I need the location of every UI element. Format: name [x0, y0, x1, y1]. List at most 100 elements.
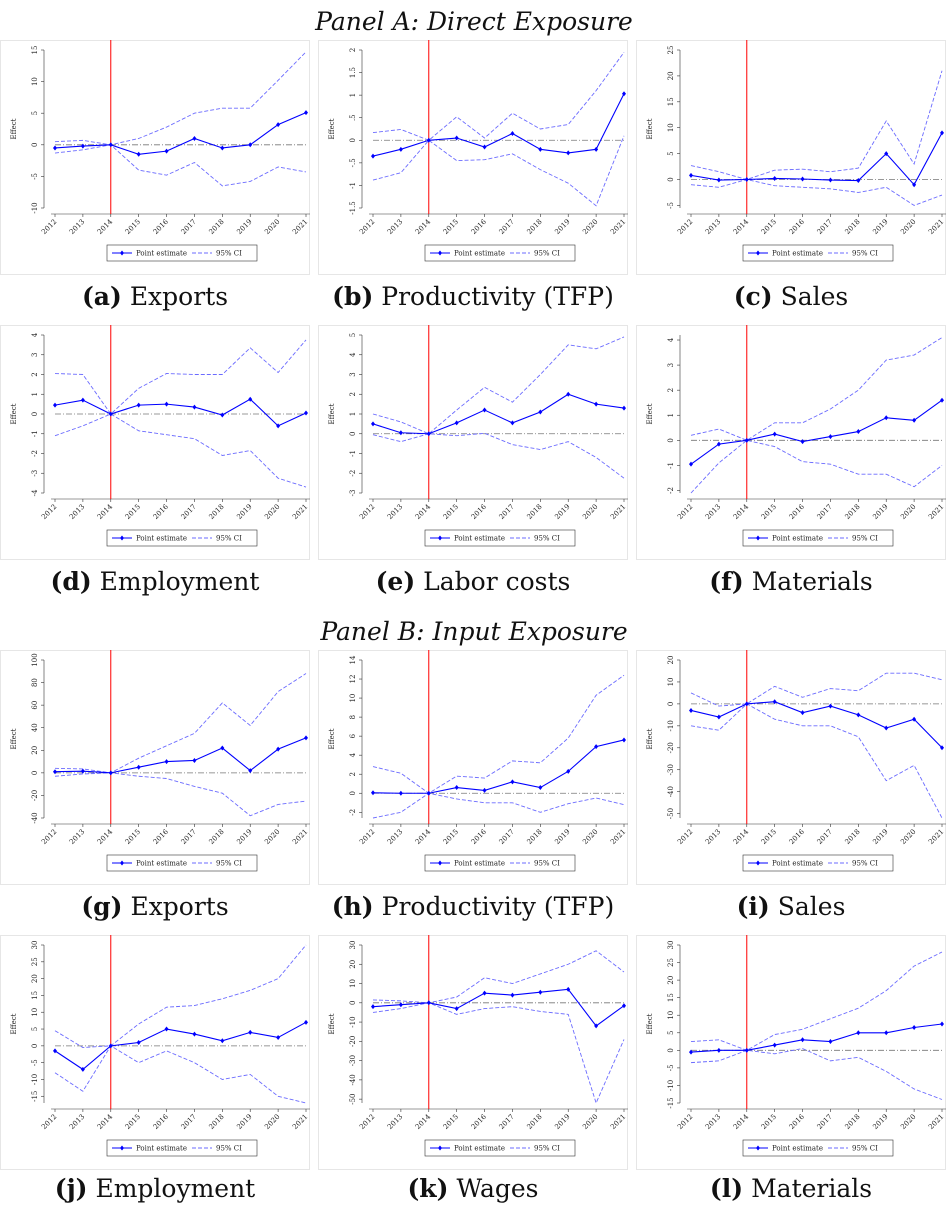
chart-border — [318, 40, 628, 275]
x-tick-label: 2021 — [609, 503, 627, 521]
x-tick-label: 2020 — [263, 1113, 281, 1131]
x-tick-label: 2016 — [152, 217, 171, 236]
caption-label: (a) — [82, 282, 122, 311]
estimate-marker — [510, 131, 515, 137]
estimate-marker — [538, 989, 543, 995]
y-tick-label: 0 — [31, 1044, 39, 1048]
estimate-marker — [482, 787, 487, 793]
estimate-marker — [912, 417, 917, 423]
estimate-marker — [426, 790, 431, 796]
y-tick-label: 3 — [667, 363, 675, 367]
chart-border — [636, 935, 946, 1170]
estimate-line — [54, 398, 307, 427]
y-tick-label: 0 — [349, 791, 357, 795]
legend-box — [106, 529, 258, 547]
caption-label: (f) — [709, 567, 743, 596]
y-tick-label: 10 — [667, 1011, 675, 1020]
legend-swatch — [120, 250, 124, 256]
legend-label: 95% CI — [852, 535, 878, 543]
x-tick-label: 2015 — [124, 1113, 142, 1131]
estimate-line — [690, 701, 943, 749]
y-tick-label: -40 — [349, 1074, 357, 1085]
x-tick-label: 2017 — [816, 218, 834, 236]
y-tick-label: -5 — [667, 1064, 675, 1071]
estimate-marker — [800, 439, 805, 445]
estimate-marker — [482, 144, 487, 150]
estimate-marker — [276, 423, 281, 429]
ci-line — [690, 179, 943, 206]
estimate-marker — [192, 404, 197, 410]
y-tick-label: 0 — [31, 771, 39, 775]
estimate-marker — [398, 430, 403, 436]
y-tick-label: 10 — [349, 979, 357, 988]
estimate-marker — [164, 148, 169, 154]
caption: (c) Sales — [734, 282, 849, 311]
y-tick-label: -10 — [349, 1016, 357, 1027]
legend-label: Point estimate — [454, 535, 505, 543]
estimate-marker — [884, 415, 889, 421]
y-tick-label: 15 — [31, 46, 39, 55]
x-tick-label: 2020 — [899, 503, 917, 521]
x-tick-label: 2014 — [414, 827, 433, 846]
x-tick-label: 2018 — [207, 828, 225, 846]
legend-swatch — [756, 535, 760, 541]
y-tick-label: 40 — [31, 723, 39, 732]
estimate-marker — [884, 725, 889, 731]
ci-line — [690, 672, 943, 707]
ci-line — [54, 944, 307, 1048]
estimate-marker — [538, 785, 543, 791]
chart: Effect -50 -40 -30 -20 -10 0 10 20 30 2012 2013 2014… — [318, 935, 628, 1170]
estimate-marker — [744, 1047, 749, 1053]
y-tick-label: 5 — [349, 333, 357, 337]
x-tick-label: 2019 — [553, 828, 571, 846]
y-tick-label: -10 — [31, 1074, 39, 1085]
x-tick-label: 2015 — [760, 828, 778, 846]
estimate-marker — [426, 137, 431, 143]
x-tick-label: 2016 — [470, 502, 489, 521]
caption: (h) Productivity (TFP) — [332, 892, 614, 921]
x-tick-label: 2017 — [180, 218, 198, 236]
ci-line — [372, 792, 625, 819]
estimate-marker — [53, 402, 57, 408]
estimate-marker — [454, 1006, 459, 1012]
y-tick-label: 1 — [349, 412, 357, 416]
x-tick-label: 2019 — [871, 218, 889, 236]
legend-box — [742, 529, 894, 547]
estimate-line — [372, 988, 625, 1027]
estimate-marker — [594, 401, 599, 407]
caption: (k) Wages — [407, 1174, 538, 1203]
x-tick-label: 2014 — [96, 217, 115, 236]
y-tick-label: 2 — [31, 372, 39, 376]
estimate-marker — [772, 699, 777, 705]
estimate-line — [372, 393, 625, 435]
y-tick-label: 2 — [667, 388, 675, 392]
x-tick-label: 2013 — [68, 503, 86, 521]
chart-border — [0, 325, 310, 560]
ci-line — [690, 951, 943, 1051]
x-tick-label: 2021 — [609, 1113, 627, 1131]
y-tick-label: -1 — [349, 182, 357, 189]
estimate-marker — [398, 1002, 403, 1008]
estimate-line — [690, 1023, 943, 1053]
x-tick-label: 2017 — [816, 1113, 834, 1131]
y-tick-label: -50 — [349, 1094, 357, 1105]
y-tick-label: 30 — [31, 941, 39, 950]
y-tick-label: -5 — [667, 202, 675, 209]
x-tick-label: 2018 — [207, 218, 225, 236]
caption: (l) Materials — [710, 1174, 872, 1203]
y-tick-label: .5 — [349, 114, 357, 121]
y-tick-label: 0 — [349, 1001, 357, 1005]
estimate-line — [372, 739, 625, 794]
ci-line — [372, 432, 625, 479]
y-tick-label: 5 — [667, 1031, 675, 1035]
estimate-marker — [136, 402, 141, 408]
x-tick-label: 2017 — [180, 828, 198, 846]
chart: Effect -1.5 -1 -.5 0 .5 1 1.5 2 2012 2013 2014 2015 2… — [318, 40, 628, 275]
x-tick-label: 2021 — [291, 1113, 309, 1131]
legend-label: 95% CI — [216, 250, 242, 258]
y-tick-label: 6 — [349, 733, 357, 738]
estimate-marker — [689, 172, 693, 178]
x-tick-label: 2012 — [358, 503, 376, 521]
legend-box — [424, 244, 576, 262]
estimate-line — [54, 112, 307, 155]
